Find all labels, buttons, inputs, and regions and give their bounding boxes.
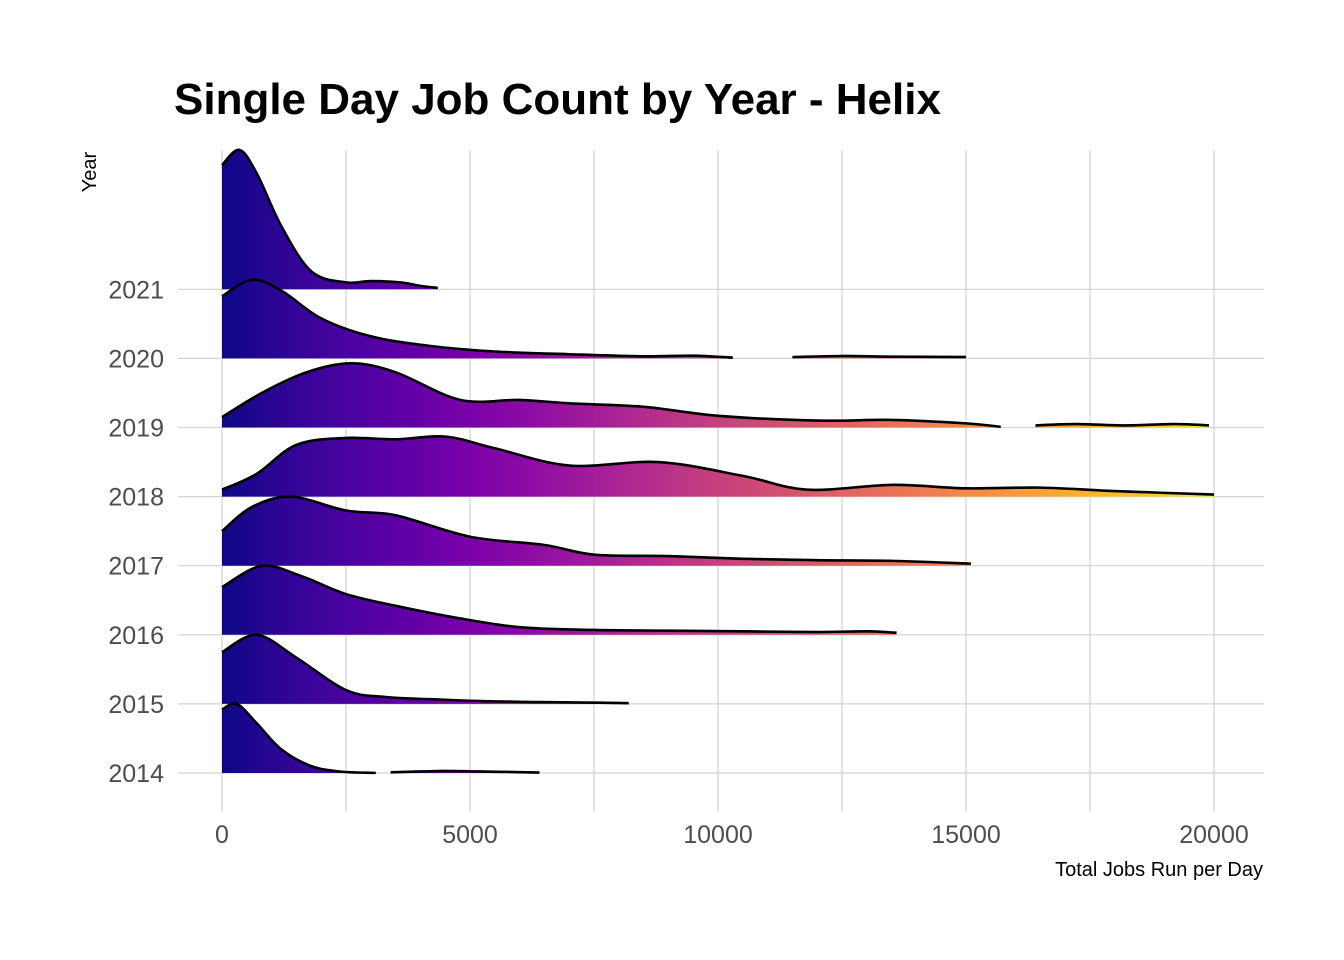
x-tick-labels: 0 5000 10000 15000 20000 xyxy=(215,821,1249,849)
ridge-2021 xyxy=(221,148,438,290)
ridge-line-2014 xyxy=(390,769,540,774)
ridge-area-2021 xyxy=(222,149,438,290)
x-tick-label-15000: 15000 xyxy=(931,821,1001,849)
ridge-area-2019 xyxy=(222,363,1001,428)
x-tick-label-5000: 5000 xyxy=(442,821,498,849)
y-tick-label-2019: 2019 xyxy=(108,415,164,443)
ridge-area-2020 xyxy=(222,279,733,359)
y-tick-label-2014: 2014 xyxy=(108,760,164,788)
ridge-area-2016 xyxy=(222,565,897,635)
y-tick-label-2015: 2015 xyxy=(108,691,164,719)
ridge-area-2018 xyxy=(222,436,1214,497)
ridge-line-2016 xyxy=(221,564,897,635)
y-tick-label-2021: 2021 xyxy=(108,276,164,304)
x-tick-label-20000: 20000 xyxy=(1179,821,1249,849)
ridge-layer xyxy=(221,148,1215,775)
ridge-2017 xyxy=(221,495,972,566)
ridge-2019 xyxy=(221,362,1210,429)
ridge-line-2021 xyxy=(221,148,438,290)
y-tick-label-2016: 2016 xyxy=(108,622,164,650)
chart-title: Single Day Job Count by Year - Helix xyxy=(174,75,941,124)
ridge-line-2015 xyxy=(221,633,629,705)
ridge-line-2020 xyxy=(792,354,967,359)
ridge-line-2018 xyxy=(221,434,1215,496)
y-tick-label-2017: 2017 xyxy=(108,553,164,581)
y-tick-label-2020: 2020 xyxy=(108,345,164,373)
ridge-2020 xyxy=(221,278,967,360)
ridge-2015 xyxy=(221,633,629,705)
y-tick-label-2018: 2018 xyxy=(108,484,164,512)
ridge-2014 xyxy=(221,702,540,775)
ridge-2018 xyxy=(221,434,1215,497)
y-tick-labels: 2014 2015 2016 2017 2018 2019 2020 2021 xyxy=(108,276,164,788)
ridge-line-2014 xyxy=(221,702,376,775)
ridge-line-2019 xyxy=(1035,422,1210,427)
ridge-area-2014 xyxy=(222,703,376,773)
ridge-area-2017 xyxy=(222,496,971,566)
ridge-line-2019 xyxy=(221,362,1001,429)
x-tick-label-10000: 10000 xyxy=(683,821,753,849)
x-axis-title: Total Jobs Run per Day xyxy=(1055,859,1263,881)
ridge-area-2015 xyxy=(222,634,629,704)
x-tick-label-0: 0 xyxy=(215,821,229,849)
ridge-line-2020 xyxy=(221,278,733,360)
ridge-2016 xyxy=(221,564,897,635)
ridge-line-2017 xyxy=(221,495,972,565)
y-axis-title: Year xyxy=(79,151,101,192)
